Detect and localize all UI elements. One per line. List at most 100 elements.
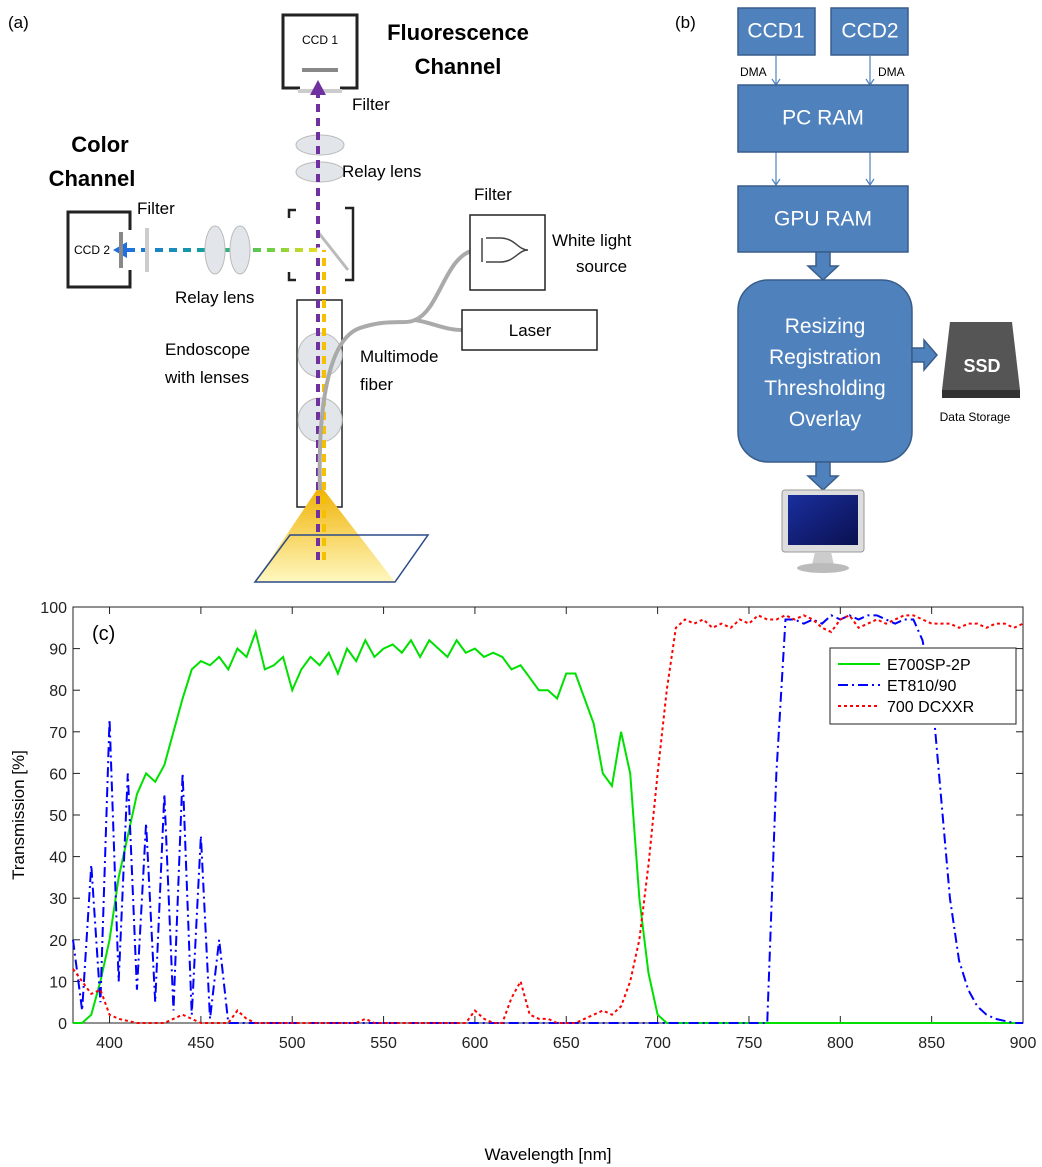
lamp-icon xyxy=(481,237,529,263)
fiber-label: Multimode fiber xyxy=(360,347,438,394)
gpu-ram-box xyxy=(737,185,909,253)
y-tick-label: 0 xyxy=(58,1016,67,1033)
relay-label: Relay lens xyxy=(175,288,254,307)
light-label: White light source xyxy=(552,231,632,276)
panel-label: (a) xyxy=(8,13,29,32)
color-line: Color xyxy=(71,132,129,157)
series-line xyxy=(73,628,1023,1024)
fiber xyxy=(317,248,476,491)
fiber-line: Multimode xyxy=(360,347,438,366)
ccd2-box xyxy=(830,7,909,56)
x-tick-label: 450 xyxy=(188,1035,215,1052)
relay-label: Relay lens xyxy=(342,162,421,181)
ccd2-label: CCD 2 xyxy=(74,243,110,257)
arrowhead xyxy=(310,80,326,95)
endoscope-line: Endoscope xyxy=(165,340,250,359)
y-tick-label: 40 xyxy=(49,850,67,867)
legend-label: 700 DCXXR xyxy=(887,699,974,716)
x-axis-title: Wavelength [nm] xyxy=(485,1145,612,1164)
ssd-icon-edge xyxy=(942,390,1020,398)
filter xyxy=(145,228,149,272)
ccd2-label: CCD2 xyxy=(841,20,898,43)
x-tick-label: 850 xyxy=(918,1035,945,1052)
lens xyxy=(229,225,251,275)
ccd1-box xyxy=(737,7,816,56)
x-tick-label: 750 xyxy=(736,1035,763,1052)
endoscope-label: Endoscope with lenses xyxy=(164,340,250,387)
y-tick-label: 70 xyxy=(49,725,67,742)
x-tick-label: 400 xyxy=(96,1035,123,1052)
dma-label: DMA xyxy=(878,65,905,79)
x-tick-label: 600 xyxy=(462,1035,489,1052)
y-tick-label: 50 xyxy=(49,808,67,825)
endoscope-line: with lenses xyxy=(164,368,249,387)
y-tick-label: 90 xyxy=(49,642,67,659)
fluor-line: Channel xyxy=(415,54,502,79)
filter-label: Filter xyxy=(474,185,512,204)
light-line: White light xyxy=(552,231,632,250)
dma-label: DMA xyxy=(740,65,767,79)
y-tick-label: 20 xyxy=(49,933,67,950)
y-axis-title: Transmission [%] xyxy=(9,750,28,880)
storage-label: Data Storage xyxy=(940,410,1011,424)
x-tick-label: 500 xyxy=(279,1035,306,1052)
x-tick-label: 700 xyxy=(644,1035,671,1052)
ccd2-housing xyxy=(66,210,132,289)
process-line: Resizing xyxy=(785,315,866,338)
monitor-base xyxy=(797,563,849,573)
tissue-plane xyxy=(253,534,430,583)
block-arrow xyxy=(806,251,840,282)
ccd1-label: CCD1 xyxy=(747,20,804,43)
x-tick-label: 900 xyxy=(1010,1035,1037,1052)
panel-b: (b) CCD1 CCD2 DMA DMA PC RAM GPU RAM Res… xyxy=(675,7,1020,573)
endoscope xyxy=(296,299,343,508)
x-tick-label: 800 xyxy=(827,1035,854,1052)
y-tick-label: 60 xyxy=(49,766,67,783)
ssd-label: SSD xyxy=(963,356,1000,376)
fiber-line: fiber xyxy=(360,375,393,394)
y-tick-label: 80 xyxy=(49,683,67,700)
filter-label: Filter xyxy=(352,95,390,114)
fluor-line: Fluorescence xyxy=(387,20,529,45)
series-line xyxy=(72,614,1024,1024)
process-box xyxy=(737,279,913,463)
gpu-ram-label: GPU RAM xyxy=(774,208,872,231)
mirror xyxy=(316,231,350,271)
laser xyxy=(461,309,598,351)
light-line: source xyxy=(576,257,627,276)
x-tick-label: 550 xyxy=(370,1035,397,1052)
color-title: Color Channel xyxy=(49,132,136,191)
legend-label: ET810/90 xyxy=(887,678,956,695)
panel-c: (c) Wavelength [nm] Transmission [%] 0 10… xyxy=(9,600,1036,1164)
monitor-stand xyxy=(812,552,834,565)
process-line: Overlay xyxy=(789,408,862,431)
monitor-screen xyxy=(788,495,858,545)
lens xyxy=(204,225,226,275)
series-line xyxy=(72,614,1023,1024)
x-tick-label: 650 xyxy=(553,1035,580,1052)
panel-label: (b) xyxy=(675,13,696,32)
process-line: Registration xyxy=(769,346,881,369)
filter-label: Filter xyxy=(137,199,175,218)
panel-a: (a) CCD 1 Fluorescence Channel Filter Rel… xyxy=(8,13,632,583)
beam-splitter-housing xyxy=(287,206,355,282)
y-tick-label: 100 xyxy=(40,600,67,617)
panel-label: (c) xyxy=(92,623,115,645)
fluor-title: Fluorescence Channel xyxy=(387,20,529,79)
laser-label: Laser xyxy=(509,321,552,340)
ssd-icon xyxy=(942,322,1020,390)
pc-ram-box xyxy=(737,84,909,153)
process-line: Thresholding xyxy=(764,377,885,400)
light-cone xyxy=(255,485,395,582)
block-arrow xyxy=(806,461,840,492)
ccd1-housing xyxy=(281,13,359,90)
color-line: Channel xyxy=(49,166,136,191)
y-tick-label: 10 xyxy=(49,974,67,991)
ccd1-label: CCD 1 xyxy=(302,33,338,47)
y-tick-label: 30 xyxy=(49,891,67,908)
legend-label: E700SP-2P xyxy=(887,657,971,674)
process-label: Resizing Registration Thresholding Overlay xyxy=(764,315,885,431)
block-arrow xyxy=(911,337,938,373)
pc-ram-label: PC RAM xyxy=(782,107,864,130)
